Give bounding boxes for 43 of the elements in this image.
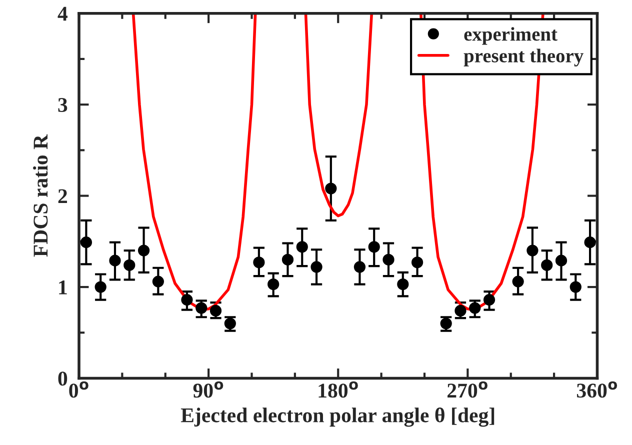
legend-label: present theory: [464, 48, 584, 66]
point: [483, 294, 496, 306]
point: [152, 276, 164, 288]
y-tick-label: 3: [58, 98, 68, 112]
x-axis-title: Ejected electron polar angle θ [deg]: [180, 408, 494, 427]
point: [310, 261, 322, 273]
point: [570, 281, 582, 293]
y-tick-label: 1: [59, 280, 67, 294]
x-tick-label: 270$^{o}$: [448, 381, 488, 398]
point: [411, 256, 424, 268]
y-axis-title: FDCS ratio R: [33, 134, 48, 257]
y-tick-label: 0: [58, 372, 68, 386]
point: [210, 304, 222, 317]
point: [196, 302, 208, 314]
point: [526, 244, 538, 256]
point: [368, 241, 380, 253]
point: [109, 254, 121, 266]
legend-label: experiment: [464, 27, 558, 45]
point: [354, 261, 366, 273]
point: [584, 236, 596, 248]
x-tick-label: 180$^{o}$: [318, 381, 358, 398]
point: [325, 182, 337, 194]
point: [181, 294, 193, 306]
point: [555, 254, 568, 266]
point: [94, 281, 106, 293]
point: [454, 304, 466, 317]
x-tick-label: 0$^{o}$: [69, 381, 88, 398]
x-tick-label: 90$^{o}$: [193, 381, 224, 398]
point: [397, 278, 409, 290]
point: [253, 256, 265, 268]
point: [382, 254, 394, 266]
point: [282, 254, 294, 266]
point: [469, 302, 481, 314]
point: [541, 259, 553, 271]
point: [512, 276, 524, 288]
point: [80, 236, 92, 248]
point: [138, 244, 150, 256]
y-tick-label: 4: [58, 6, 68, 21]
point: [124, 259, 136, 271]
x-tick-label: 360$^{o}$: [576, 381, 618, 398]
point: [296, 241, 308, 253]
y-tick-label: 2: [58, 189, 67, 204]
point: [268, 278, 280, 290]
